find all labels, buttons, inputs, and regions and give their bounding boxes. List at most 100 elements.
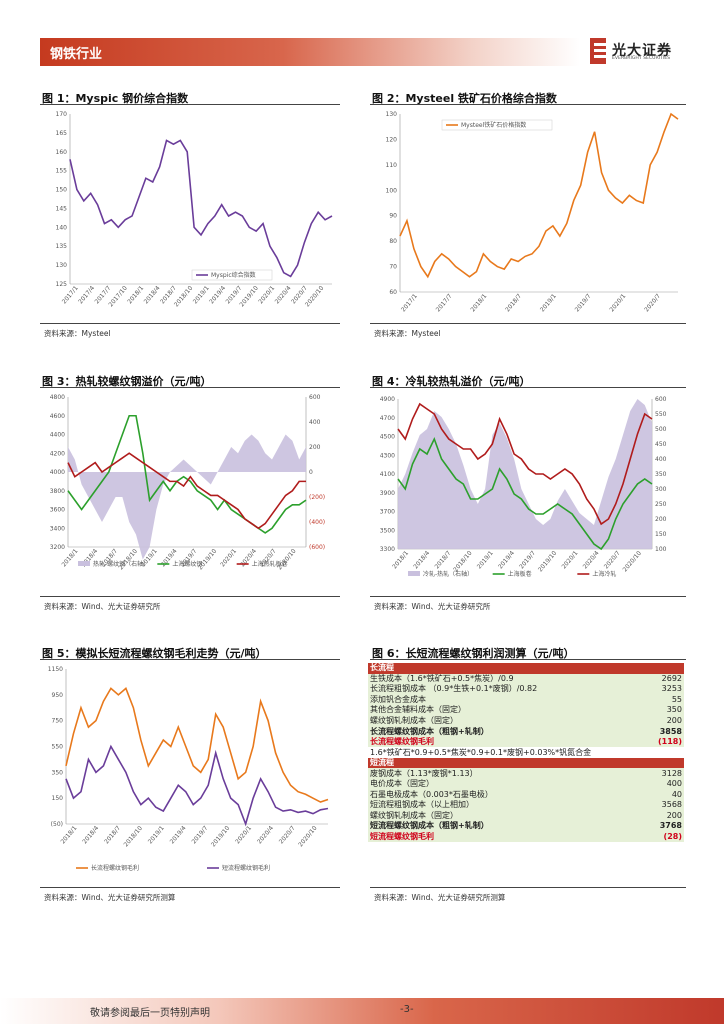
row-value [639,757,684,769]
y2-tick-label: 600 [309,394,321,401]
y2-tick-label: (600) [309,544,325,551]
row-label: 短流程 [368,757,640,769]
x-tick-label: 2018/4 [81,825,100,846]
fig6-rule [370,659,686,660]
row-label: 长流程螺纹钢毛利 [368,736,640,748]
y-tick-label: 120 [386,136,398,143]
series-line [397,402,653,526]
fig1-rule [40,104,340,105]
legend-label: Mysteel铁矿石价格指数 [461,121,526,129]
legend-label: 上海热轧板卷 [252,560,288,568]
y-tick-label: 130 [386,111,398,118]
x-tick-label: 2018/10 [452,550,474,574]
y2-tick-label: 550 [655,411,667,418]
series-line [69,139,333,278]
series-line [67,414,307,534]
y-tick-label: 60 [389,289,397,296]
x-tick-label: 2019/1 [539,293,558,314]
y2-tick-label: 0 [309,469,313,476]
footer-notice: 敬请参阅最后一页特别声明 [90,1008,210,1019]
x-tick-label: 2018/1 [469,293,488,314]
row-label: 长流程 [368,663,640,674]
row-value: 3253 [639,684,684,695]
y2-tick-label: 100 [655,546,667,553]
x-tick-label: 2020/1 [561,550,580,571]
table-row: 螺纹钢轧制成本（固定） 200 [368,810,684,822]
x-tick-label: 2018/4 [412,550,431,571]
x-tick-label: 2019/10 [537,550,559,574]
row-value: (118) [639,736,684,748]
series-area [68,434,306,560]
y-tick-label: 100 [386,187,398,194]
y-tick-label: 130 [56,262,68,269]
y2-tick-label: 400 [655,456,667,463]
row-value: 200 [639,810,684,822]
y-tick-label: 150 [56,187,68,194]
table-row: 长流程粗钢成本 （0.9*生铁+0.1*废钢）/0.82 3253 [368,684,684,695]
fig5-rule [40,659,340,660]
y-tick-label: 4300 [380,452,395,459]
y2-tick-label: 200 [655,516,667,523]
legend-box [191,269,273,281]
x-tick-label: 2020/10 [297,825,319,849]
header-bar: 钢铁行业 [40,38,580,66]
y2-tick-label: 450 [655,441,667,448]
y-tick-label: 4900 [380,396,395,403]
fig6-rule-bottom [370,887,686,888]
x-tick-label: 2020/4 [256,825,275,846]
series-line [65,687,329,803]
y2-tick-label: 600 [655,396,667,403]
x-tick-label: 2019/4 [169,825,188,846]
y-tick-label: 350 [52,769,64,776]
table-row: 短流程粗钢成本（以上相加） 3568 [368,800,684,811]
series-line [399,112,679,279]
y2-tick-label: 250 [655,501,667,508]
x-tick-label: 2017/4 [77,285,96,306]
y2-tick-label: 350 [655,471,667,478]
fig6-title: 图 6：长短流程螺纹钢利润测算（元/吨） [372,647,575,660]
series-line [65,744,329,827]
footer-bar: 敬请参阅最后一页特别声明 -3- [0,998,724,1024]
y2-tick-label: 200 [309,444,321,451]
row-label: 长流程粗钢成本 （0.9*生铁+0.1*废钢）/0.82 [368,684,640,695]
y-tick-label: 150 [52,795,64,802]
row-label: 螺纹钢轧制成本（固定） [368,715,640,727]
y-tick-label: 125 [56,281,68,288]
row-label: 石墨电极成本（0.003*石墨电极） [368,789,640,801]
fig4-source: 资料来源：Wind、光大证券研究所 [374,602,491,611]
x-tick-label: 2020/7 [278,825,297,846]
x-tick-label: 2018/4 [143,285,162,306]
x-tick-label: 2018/1 [126,285,145,306]
page-number: -3- [400,1004,414,1015]
row-value: (28) [639,831,684,843]
row-value: 2692 [639,673,684,685]
x-tick-label: 2020/1 [608,293,627,314]
table-row: 石墨电极成本（0.003*石墨电极） 40 [368,789,684,801]
legend-label: 短流程螺纹钢毛利 [222,864,270,872]
table-row: 添加钒合金成本 55 [368,694,684,706]
legend-label: 上海螺纹钢 [172,560,202,568]
x-tick-label: 2020/7 [603,550,622,571]
chart-steel-index: 1251301351401451501551601651702017/12017… [56,111,333,308]
y-tick-label: 170 [56,111,68,118]
y-tick-label: 4000 [50,469,65,476]
y-tick-label: 70 [389,264,397,271]
fig5-source: 资料来源：Wind、光大证券研究所测算 [44,893,176,902]
row-label: 添加钒合金成本 [368,694,640,706]
y-tick-label: 950 [52,692,64,699]
y-tick-label: 145 [56,205,68,212]
y-tick-label: 3200 [50,544,65,551]
legend-box [441,119,553,131]
fig3-rule-bottom [40,596,340,597]
x-tick-label: 2018/7 [504,293,523,314]
x-tick-label: 2017/1 [400,293,419,314]
y-tick-label: 165 [56,130,68,137]
y2-tick-label: 500 [655,426,667,433]
table-row: 短流程 [368,757,684,769]
y-tick-label: 4200 [50,450,65,457]
x-tick-label: 2017/7 [435,293,454,314]
fig3-source: 资料来源：Wind、光大证券研究所 [44,602,161,611]
legend-label: 上海板卷 [508,570,532,578]
row-value [639,663,684,674]
